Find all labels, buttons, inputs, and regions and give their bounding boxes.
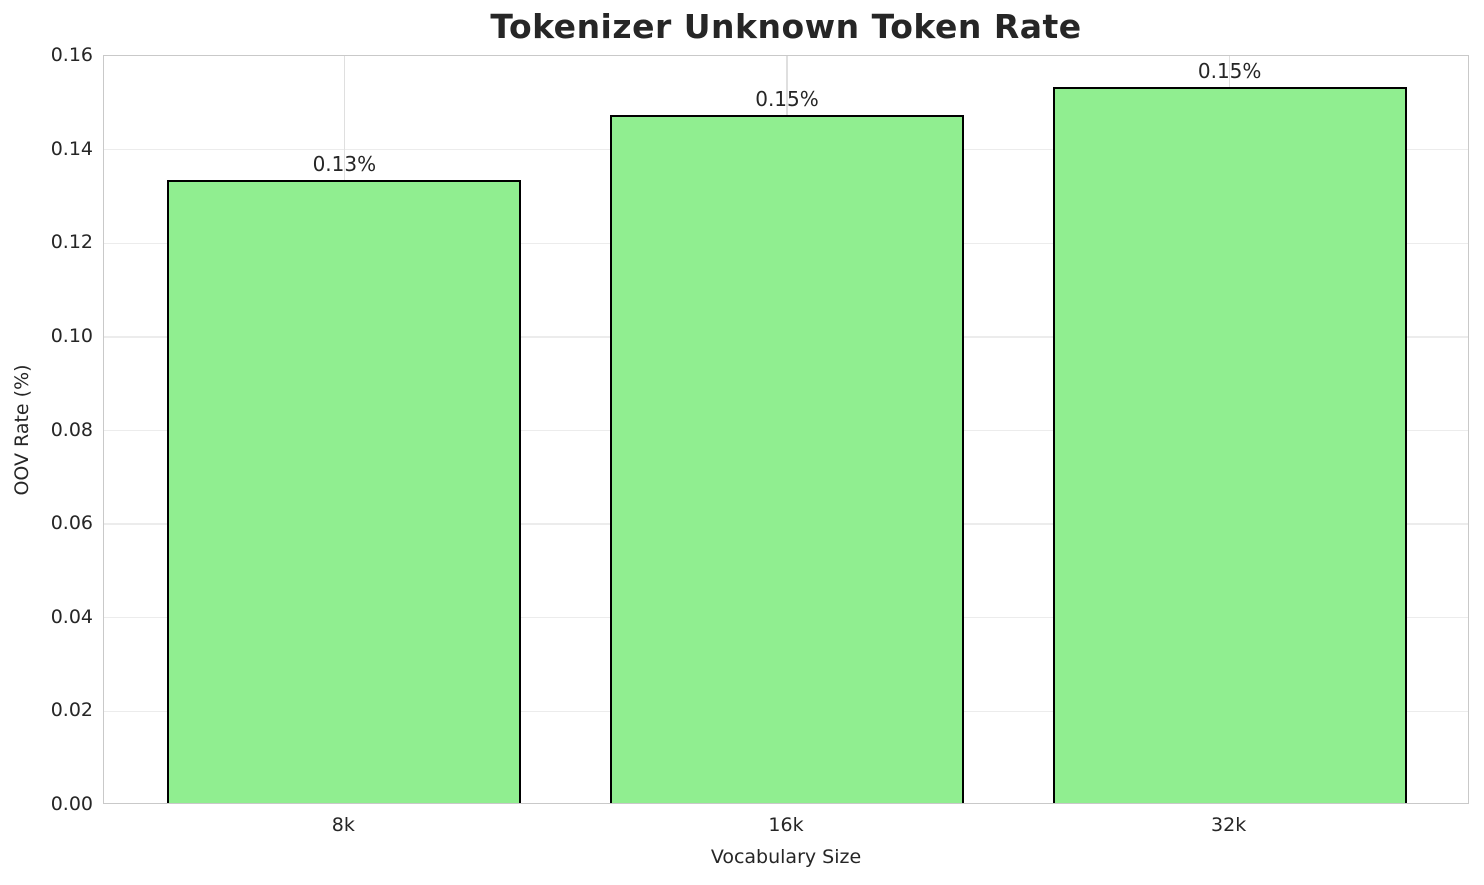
bar-value-label: 0.15% xyxy=(755,86,819,111)
y-tick-label: 0.16 xyxy=(50,44,93,66)
bar-32k xyxy=(1052,86,1407,803)
bar-value-label: 0.13% xyxy=(312,152,377,177)
plot-area: 0.13% 0.15% 0.15% xyxy=(103,55,1469,804)
y-tick-label: 0.10 xyxy=(50,324,93,347)
x-tick-label: 32k xyxy=(1211,814,1247,836)
y-tick-label: 0.02 xyxy=(50,699,93,722)
chart-title: Tokenizer Unknown Token Rate xyxy=(490,7,1082,46)
y-tick-label: 0.14 xyxy=(50,137,93,160)
y-tick-label: 0.12 xyxy=(50,231,93,254)
bar-value-label: 0.15% xyxy=(1197,58,1262,83)
y-tick-label: 0.00 xyxy=(50,793,93,815)
y-tick-label: 0.04 xyxy=(50,605,93,628)
x-axis-label: Vocabulary Size xyxy=(710,846,862,868)
y-tick-label: 0.06 xyxy=(50,512,93,535)
x-tick-label: 16k xyxy=(768,814,804,836)
x-tick-label: 8k xyxy=(331,814,355,836)
bar-16k xyxy=(609,114,965,803)
bar-8k xyxy=(167,180,522,803)
y-tick-label: 0.08 xyxy=(50,418,93,441)
